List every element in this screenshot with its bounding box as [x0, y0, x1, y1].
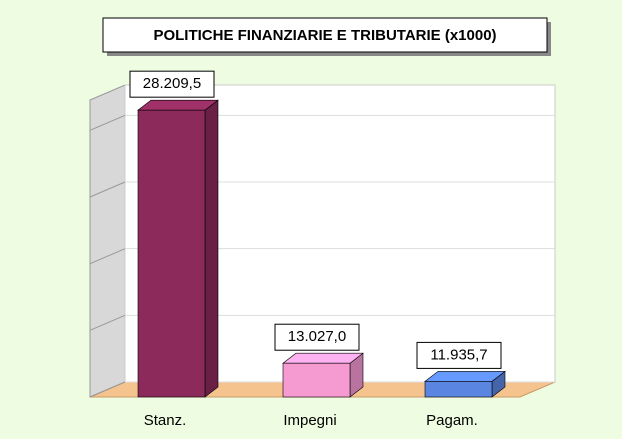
x-tick-label: Pagam.: [426, 412, 478, 429]
bar-side: [204, 99, 219, 398]
value-label-box: [416, 341, 502, 369]
chart-title: POLITICHE FINANZIARIE E TRIBUTARIE (x100…: [153, 27, 496, 44]
bar-top: [424, 371, 506, 382]
bar: [282, 362, 351, 398]
bar-top: [137, 99, 219, 111]
grid-line: [89, 314, 126, 331]
bar: [137, 109, 206, 398]
grid-line: [89, 248, 126, 265]
x-tick-label: Stanz.: [144, 412, 187, 429]
value-label-box: [274, 323, 360, 351]
title-box: [102, 17, 548, 53]
bar-top: [282, 352, 364, 364]
left-wall: [89, 84, 126, 398]
grid-line: [89, 114, 126, 131]
grid-line: [89, 381, 126, 398]
value-label: 28.209,5: [143, 75, 201, 92]
value-label: 11.935,7: [430, 346, 487, 363]
grid-line: [89, 181, 126, 198]
x-tick-label: Impegni: [283, 412, 336, 429]
value-label-box: [129, 70, 215, 98]
bar: [424, 381, 493, 398]
value-label: 13.027,0: [288, 328, 346, 345]
